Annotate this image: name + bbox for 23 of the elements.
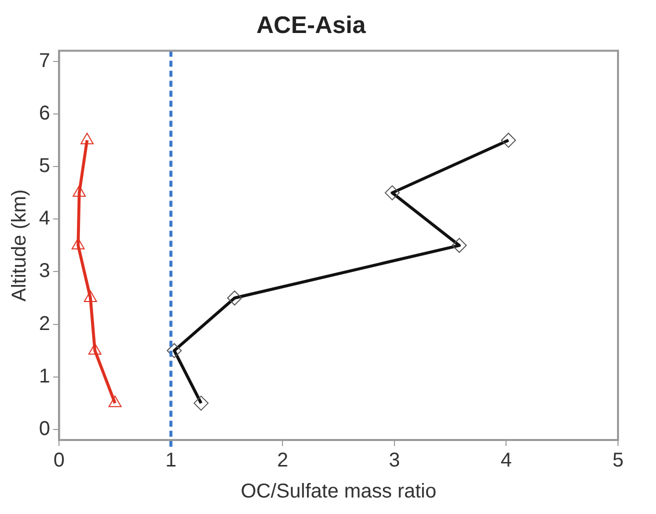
x-tick-label: 4 xyxy=(500,450,512,472)
y-tick-label: 1 xyxy=(39,365,50,388)
y-tick-label: 2 xyxy=(39,312,50,335)
y-axis-title: Altitude (km) xyxy=(8,189,31,302)
y-tick-label: 4 xyxy=(39,208,50,230)
point xyxy=(88,343,102,355)
x-tick-label: 2 xyxy=(277,450,288,472)
y-tick-label: 6 xyxy=(39,102,50,124)
chart-title: ACE-Asia xyxy=(256,12,366,40)
x-axis-title: OC/Sulfate mass ratio xyxy=(240,480,436,503)
x-tick-label: 0 xyxy=(54,450,65,472)
point xyxy=(72,185,86,197)
x-tick-label: 3 xyxy=(388,450,400,472)
y-tick-label: 5 xyxy=(39,155,50,178)
x-tick-label: 1 xyxy=(165,450,176,472)
x-tick-label: 5 xyxy=(612,450,624,472)
y-tick-label: 0 xyxy=(39,418,50,440)
y-tick-label: 7 xyxy=(39,50,50,72)
y-tick-label: 3 xyxy=(39,260,50,282)
point xyxy=(72,238,85,250)
point xyxy=(84,290,97,302)
point xyxy=(80,132,94,144)
point xyxy=(108,396,122,408)
